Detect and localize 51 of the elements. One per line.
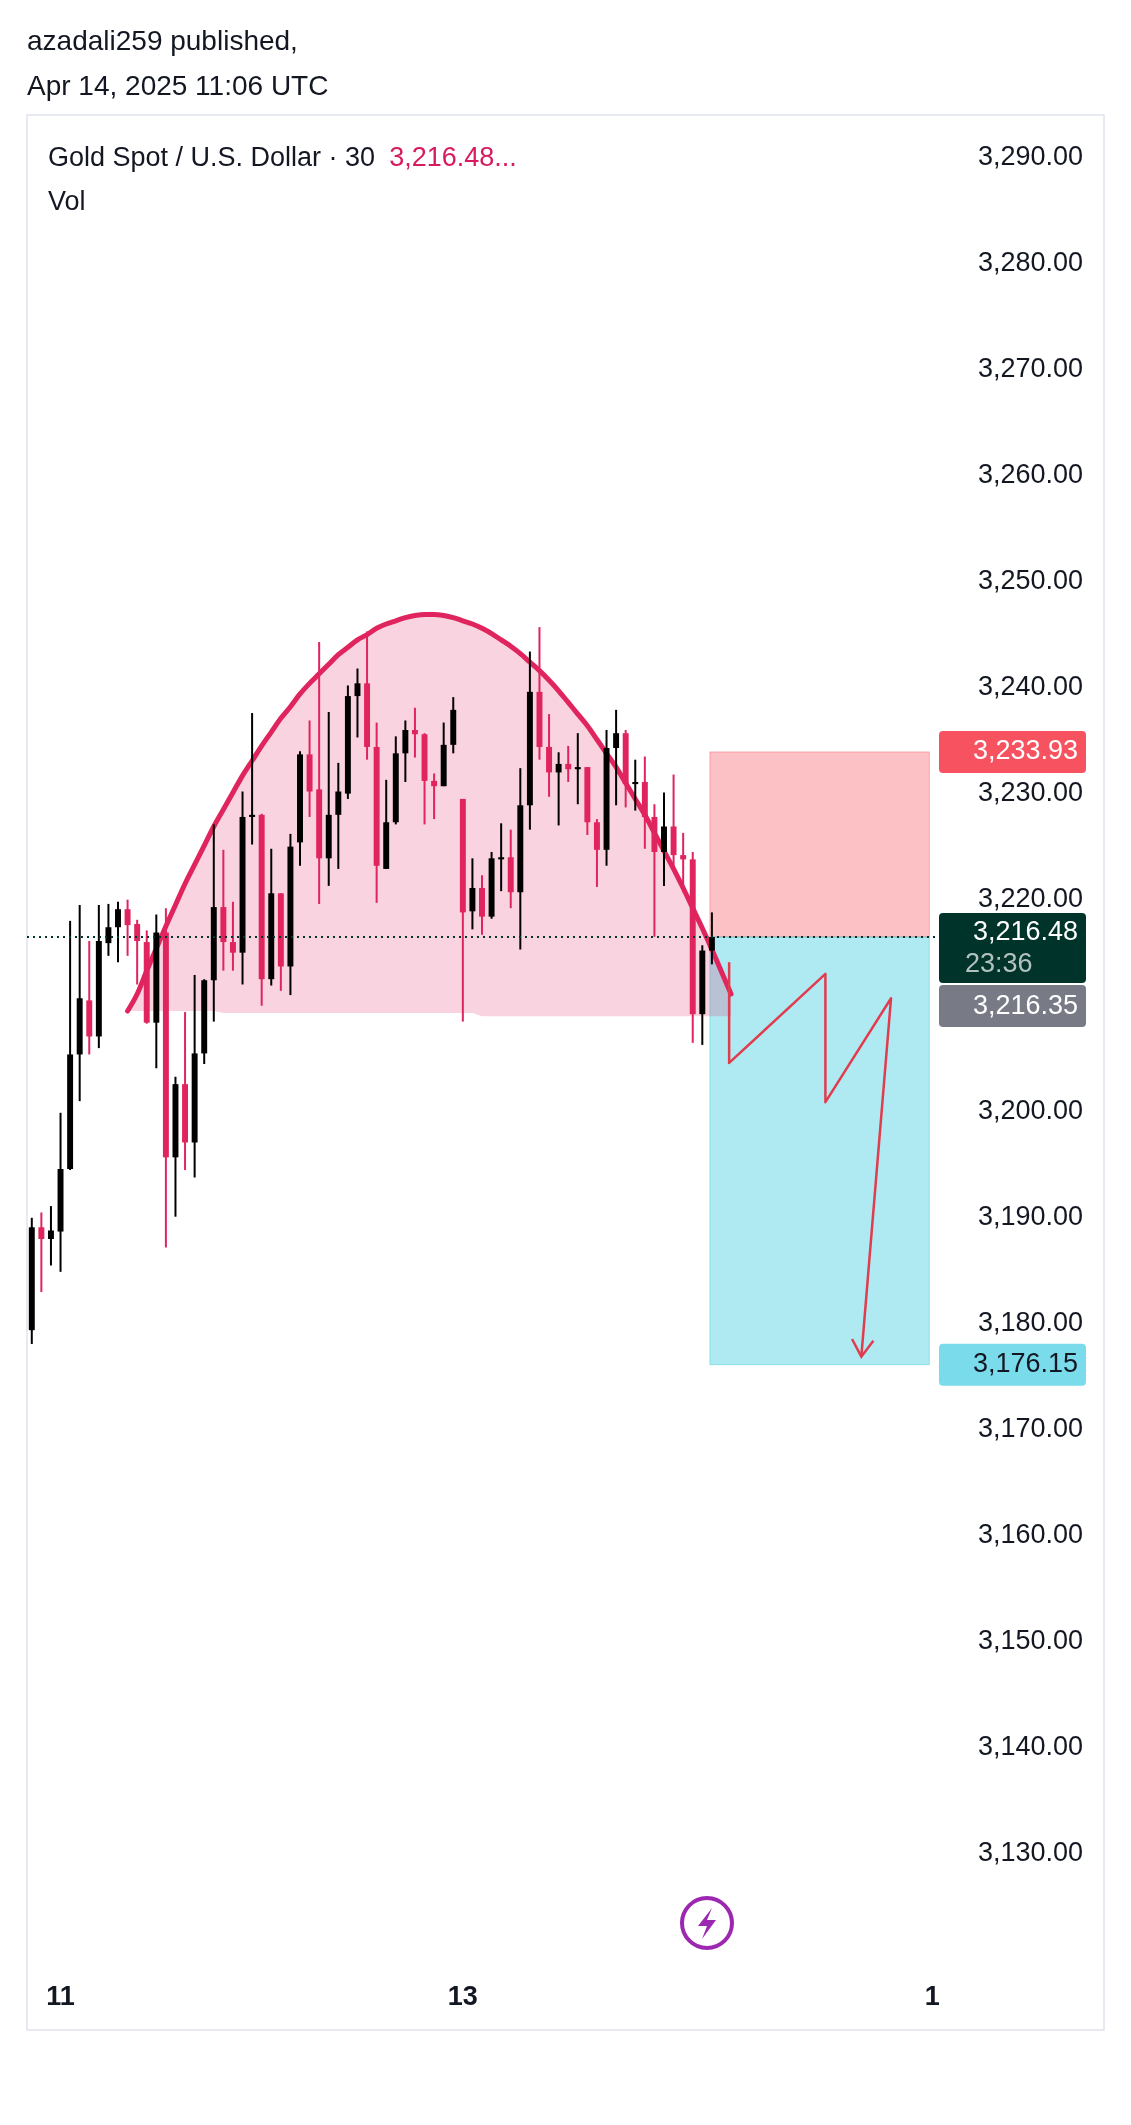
- candlestick: [651, 803, 658, 938]
- candlestick: [498, 822, 505, 893]
- y-tick-label: 3,250.00: [977, 564, 1083, 595]
- y-tick-label: 3,220.00: [977, 882, 1083, 913]
- text: 3,216.35: [972, 990, 1078, 1021]
- candlestick: [229, 900, 236, 972]
- annotation: Vol: [48, 186, 86, 216]
- y-tick-label: 3,130.00: [977, 1837, 1083, 1868]
- x-tick-label: 1: [924, 1981, 940, 2011]
- y-tick-label: 3,280.00: [977, 246, 1083, 277]
- candlestick: [555, 751, 562, 827]
- candlestick: [38, 1211, 45, 1293]
- candlestick: [680, 831, 687, 894]
- y-tick-label: 3,270.00: [977, 352, 1083, 383]
- candlestick: [402, 719, 409, 783]
- candlestick: [574, 732, 581, 806]
- text: Apr 14, 2025 11:06 UTC: [27, 70, 329, 101]
- band-label: 3,233.93: [972, 735, 1078, 766]
- ref-line-label: 3,216.48: [972, 916, 1078, 947]
- y-tick-label: 3,140.00: [977, 1731, 1083, 1762]
- x-tick-label: 13: [447, 1981, 478, 2011]
- y-tick-label: 3,240.00: [977, 670, 1083, 701]
- candlestick: [47, 1205, 54, 1267]
- text: azadali259 published,: [27, 25, 298, 56]
- text: Gold Spot / U.S. Dollar · 30: [48, 142, 376, 172]
- y-tick-label: 3,170.00: [977, 1412, 1083, 1443]
- candlestick: [115, 900, 121, 964]
- x-tick-label: 11: [46, 1981, 75, 2011]
- candlestick: [134, 918, 141, 986]
- text: 23:36: [965, 948, 1033, 979]
- candlestick: [632, 758, 639, 812]
- annotation: 3,216.48...: [389, 142, 517, 172]
- candlestick: [411, 706, 418, 759]
- candlestick: [565, 744, 572, 783]
- y-tick-label: 3,190.00: [977, 1200, 1083, 1231]
- candlestick: [708, 911, 715, 966]
- candlestick: [249, 712, 256, 846]
- candlestick: [124, 898, 131, 957]
- y-tick-label: 3,160.00: [977, 1519, 1083, 1549]
- y-tick-label: 3,290.00: [977, 140, 1083, 171]
- band-label: 3,176.15: [972, 1347, 1078, 1378]
- candlestick: [105, 902, 112, 957]
- candlestick: [335, 761, 342, 870]
- y-tick-label: 3,150.00: [977, 1625, 1083, 1656]
- candlestick: [431, 772, 438, 821]
- y-tick-label: 3,260.00: [977, 458, 1083, 489]
- y-tick-label: 3,230.00: [977, 776, 1083, 807]
- candlestick: [613, 708, 620, 807]
- y-tick-label: 3,180.00: [977, 1306, 1083, 1337]
- candlestick: [469, 857, 476, 931]
- y-tick-label: 3,200.00: [977, 1094, 1083, 1125]
